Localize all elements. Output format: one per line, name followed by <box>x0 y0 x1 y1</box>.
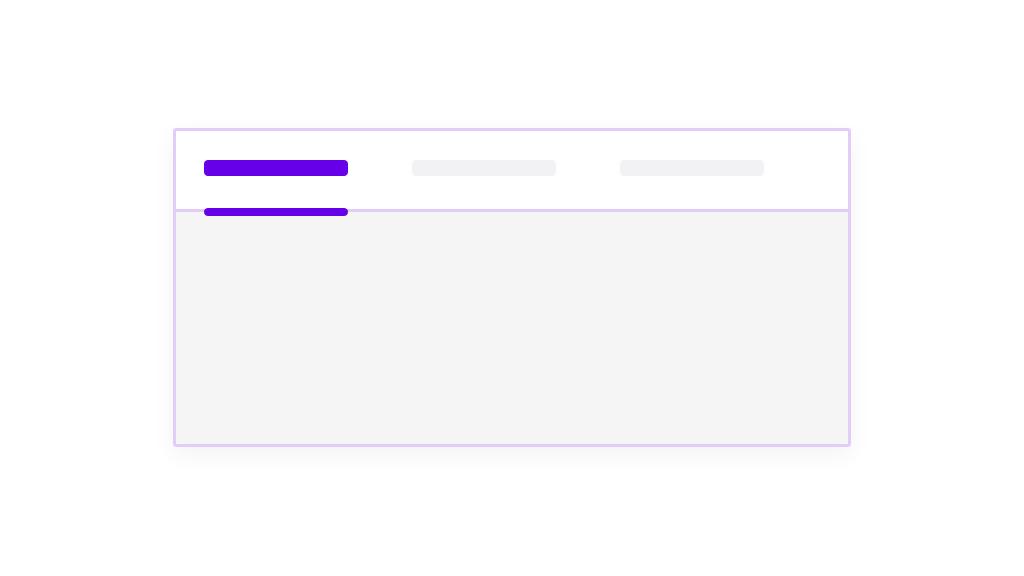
tab-panel <box>176 212 848 444</box>
tab-bar <box>176 131 848 212</box>
tab-3[interactable] <box>620 160 764 176</box>
active-tab-indicator <box>204 208 348 216</box>
tab-1[interactable] <box>204 160 348 176</box>
tabs-card <box>173 128 851 447</box>
tab-2[interactable] <box>412 160 556 176</box>
